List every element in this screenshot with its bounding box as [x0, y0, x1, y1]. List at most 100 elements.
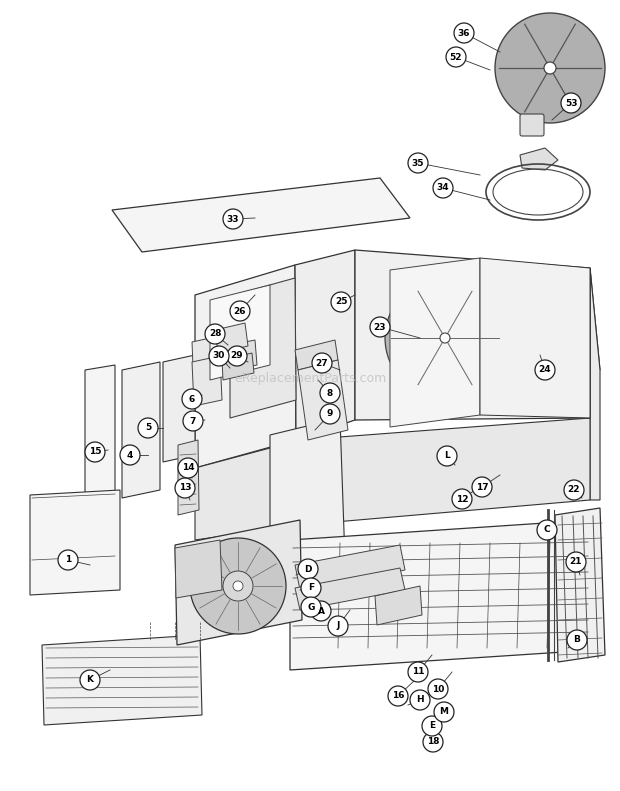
Circle shape — [433, 178, 453, 198]
Circle shape — [385, 278, 505, 398]
Polygon shape — [210, 285, 270, 380]
FancyBboxPatch shape — [520, 114, 544, 136]
Text: K: K — [87, 676, 94, 684]
Circle shape — [423, 732, 443, 752]
Text: 18: 18 — [427, 737, 439, 747]
Circle shape — [437, 446, 457, 466]
Polygon shape — [192, 356, 222, 406]
Circle shape — [564, 480, 584, 500]
Circle shape — [301, 578, 321, 598]
Polygon shape — [355, 250, 590, 420]
Circle shape — [428, 679, 448, 699]
Circle shape — [138, 418, 158, 438]
Text: C: C — [544, 525, 551, 535]
Circle shape — [311, 601, 331, 621]
Text: 52: 52 — [450, 52, 463, 62]
Text: F: F — [308, 584, 314, 592]
Text: L: L — [444, 452, 450, 460]
Text: 8: 8 — [327, 388, 333, 398]
Polygon shape — [295, 545, 405, 590]
Circle shape — [566, 552, 586, 572]
Circle shape — [567, 630, 587, 650]
Polygon shape — [225, 340, 257, 371]
Circle shape — [452, 489, 472, 509]
Circle shape — [182, 389, 202, 409]
Polygon shape — [30, 490, 120, 595]
Text: 9: 9 — [327, 410, 333, 418]
Circle shape — [320, 383, 340, 403]
Text: B: B — [574, 635, 580, 645]
Circle shape — [537, 520, 557, 540]
Circle shape — [190, 538, 286, 634]
Text: 26: 26 — [234, 306, 246, 316]
Circle shape — [544, 62, 556, 74]
Polygon shape — [290, 268, 600, 392]
Circle shape — [175, 478, 195, 498]
Text: H: H — [416, 695, 424, 705]
Text: 10: 10 — [432, 684, 444, 694]
Circle shape — [58, 550, 78, 570]
Text: G: G — [308, 603, 315, 611]
Circle shape — [388, 686, 408, 706]
Text: D: D — [304, 565, 312, 573]
Circle shape — [328, 616, 348, 636]
Text: A: A — [317, 607, 324, 615]
Polygon shape — [85, 365, 115, 535]
Circle shape — [440, 333, 450, 343]
Circle shape — [183, 411, 203, 431]
Text: 36: 36 — [458, 28, 470, 37]
Circle shape — [320, 404, 340, 424]
Polygon shape — [520, 148, 558, 170]
Text: eReplacementParts.com: eReplacementParts.com — [234, 372, 386, 384]
Polygon shape — [178, 440, 199, 515]
Polygon shape — [298, 360, 348, 440]
Circle shape — [446, 47, 466, 67]
Text: 16: 16 — [392, 691, 404, 701]
Circle shape — [422, 716, 442, 736]
Circle shape — [209, 346, 229, 366]
Text: 7: 7 — [190, 417, 196, 426]
Text: 6: 6 — [189, 395, 195, 403]
Polygon shape — [112, 178, 410, 252]
Circle shape — [223, 209, 243, 229]
Polygon shape — [163, 355, 195, 462]
Polygon shape — [555, 508, 605, 662]
Text: 15: 15 — [89, 448, 101, 456]
Circle shape — [230, 301, 250, 321]
Text: 13: 13 — [179, 483, 191, 493]
Polygon shape — [175, 520, 302, 645]
Polygon shape — [195, 265, 296, 468]
Polygon shape — [375, 586, 422, 625]
Text: 11: 11 — [412, 668, 424, 676]
Polygon shape — [290, 520, 594, 670]
Text: 30: 30 — [213, 351, 225, 361]
Text: 17: 17 — [476, 483, 489, 491]
Circle shape — [205, 324, 225, 344]
Circle shape — [410, 690, 430, 710]
Circle shape — [120, 445, 140, 465]
Circle shape — [298, 559, 318, 579]
Text: 34: 34 — [436, 184, 450, 192]
Circle shape — [227, 346, 247, 366]
Circle shape — [434, 702, 454, 722]
Circle shape — [454, 23, 474, 43]
Polygon shape — [122, 362, 160, 498]
Text: E: E — [429, 721, 435, 731]
Polygon shape — [295, 340, 338, 370]
Circle shape — [408, 662, 428, 682]
Circle shape — [472, 477, 492, 497]
Circle shape — [312, 353, 332, 373]
Text: 4: 4 — [127, 451, 133, 460]
Text: 24: 24 — [539, 365, 551, 374]
Text: 25: 25 — [335, 297, 347, 306]
Circle shape — [487, 274, 583, 370]
Text: 22: 22 — [568, 486, 580, 494]
Text: 14: 14 — [182, 464, 194, 472]
Text: 5: 5 — [145, 423, 151, 433]
Circle shape — [535, 360, 555, 380]
Polygon shape — [390, 258, 480, 427]
Circle shape — [561, 93, 581, 113]
Text: 29: 29 — [231, 351, 243, 361]
Polygon shape — [175, 540, 222, 598]
Text: 35: 35 — [412, 158, 424, 168]
